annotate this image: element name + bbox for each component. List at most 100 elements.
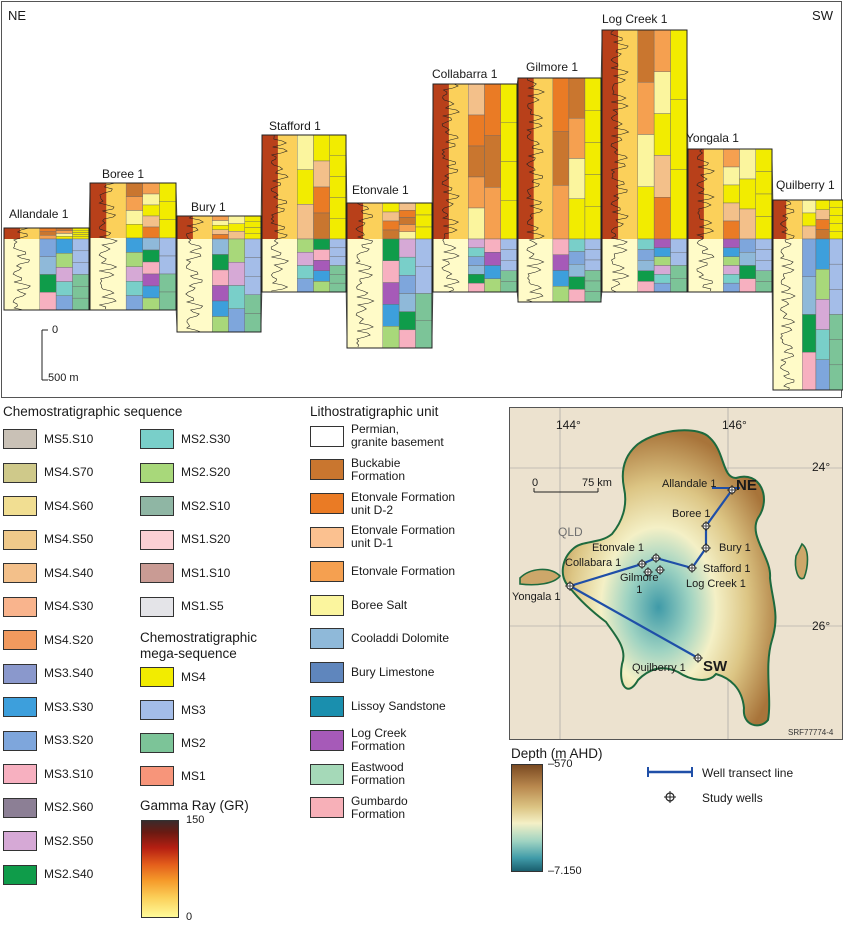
litho-1-item: Buckabie Formation [310,455,406,483]
litho-3-item: Etonvale Formation unit D-1 [310,523,456,551]
map-well-collabara: Collabara 1 [565,557,622,569]
sequence-cell [568,264,586,278]
gr-trace [525,77,545,303]
sequence-cell [829,215,843,224]
sequence-cell [468,176,485,209]
sequence-cell [39,231,57,236]
sequence-cell [723,238,740,249]
litho-0-label: Permian, granite basement [351,422,444,449]
well-label-allandale: Allandale 1 [9,207,69,221]
litho-4-item: Etonvale Formation [310,560,455,582]
sequence-cell [468,207,485,240]
sequence-cell [244,257,262,277]
sequence-cell [212,254,229,271]
chemo-ms4-s40-item: MS4.S40 [3,562,93,584]
chemo-ms4-s30-label: MS4.S30 [44,599,94,613]
sequence-cell [415,202,433,216]
chemo-ms2-s10-item: MS2.S10 [140,495,230,517]
sequence-cell [125,210,143,225]
sequence-cell [313,134,330,162]
sequence-cell [212,238,229,255]
gr-trace [98,182,118,310]
sequence-cell [829,364,843,391]
sequence-cell [313,281,330,293]
map-scale-75km: 75 km [582,477,612,489]
sequence-cell [244,215,262,222]
sequence-cell [653,71,671,114]
sequence-cell [142,297,160,311]
sequence-cell [212,220,229,226]
sequence-cell [670,99,688,170]
sequence-cell [313,260,330,272]
well-column-7 [601,29,688,293]
litho-3-label: Etonvale Formation unit D-1 [351,523,456,551]
sequence-cell [297,134,314,170]
sequence-cell [500,200,518,240]
chemo-ms1-s10-item: MS1.S10 [140,562,230,584]
well-outline [772,199,843,391]
cross-section-graphic [3,29,843,391]
study-well-icon-8 [565,581,575,591]
well-label-log-creek: Log Creek 1 [602,12,668,26]
gr-log-upper-high [773,200,787,239]
mega-ms4-swatch [140,667,174,687]
litho-1-label: Buckabie Formation [351,455,406,483]
sequence-cell [329,265,347,275]
sequence-cell [398,293,416,312]
sequence-cell [802,199,817,214]
sequence-cell [159,273,177,293]
sequence-cell [723,148,740,168]
sequence-cell [815,238,830,270]
well-label-etonvale: Etonvale 1 [352,183,409,197]
well-label-boree: Boree 1 [102,167,145,181]
chemo-ms4-s50-swatch [3,529,37,550]
sequence-cell [670,169,688,240]
gamma-ray-colorbar [141,820,179,918]
sequence-cell [159,201,177,220]
mega-ms1-item: MS1 [140,765,206,787]
sequence-cell [55,230,73,234]
sequence-cell [552,286,570,303]
sequence-cell [228,308,245,333]
sequence-cell [653,274,671,284]
sequence-cell [584,270,602,282]
sequence-cell [142,182,160,195]
chemo-ms4-s60-swatch [3,496,37,516]
sequence-cell [653,113,671,156]
sequence-cell [415,238,433,267]
sequence-cell [653,247,671,257]
mega-ms1-label: MS1 [181,768,206,783]
chemo-ms3-s20-item: MS3.S20 [3,730,93,752]
chemo-ms4-s20-label: MS4.S20 [44,632,94,647]
sequence-cell [552,131,570,186]
chemo-ms4-s60-item: MS4.S60 [3,495,93,517]
map-reference-id: SRF77774-4 [788,728,834,737]
sequence-cell [142,273,160,287]
map-well-gilmore: Gilmore 1 [620,572,659,596]
sequence-cell [755,270,773,282]
sequence-cell [212,285,229,302]
gamma-ray-title: Gamma Ray (GR) [140,798,249,813]
sequence-cell [552,254,570,271]
well-outline [346,202,433,349]
gr-trace [185,215,204,333]
chemo-ms1-s20-swatch [140,529,174,550]
sequence-cell [297,169,314,205]
sequence-cell [244,227,262,234]
depth-colorbar [511,764,543,872]
sequence-cell [802,314,817,353]
chemo-ms4-s30-swatch [3,596,37,617]
chemo-ms4-s20-item: MS4.S20 [3,629,93,651]
gr-log-lower [262,239,298,292]
study-well-icon-9 [693,653,703,663]
sequence-cell [297,204,314,240]
sequence-cell [398,329,416,349]
sequence-cell [39,292,57,311]
sequence-cell [815,299,830,330]
map-scale-zero: 0 [532,477,539,489]
sequence-cell [125,182,143,197]
well-column-3 [261,134,347,293]
well-outline [601,29,688,293]
well-label-yongala: Yongala 1 [686,131,739,145]
litho-7-item: Bury Limestone [310,662,434,684]
